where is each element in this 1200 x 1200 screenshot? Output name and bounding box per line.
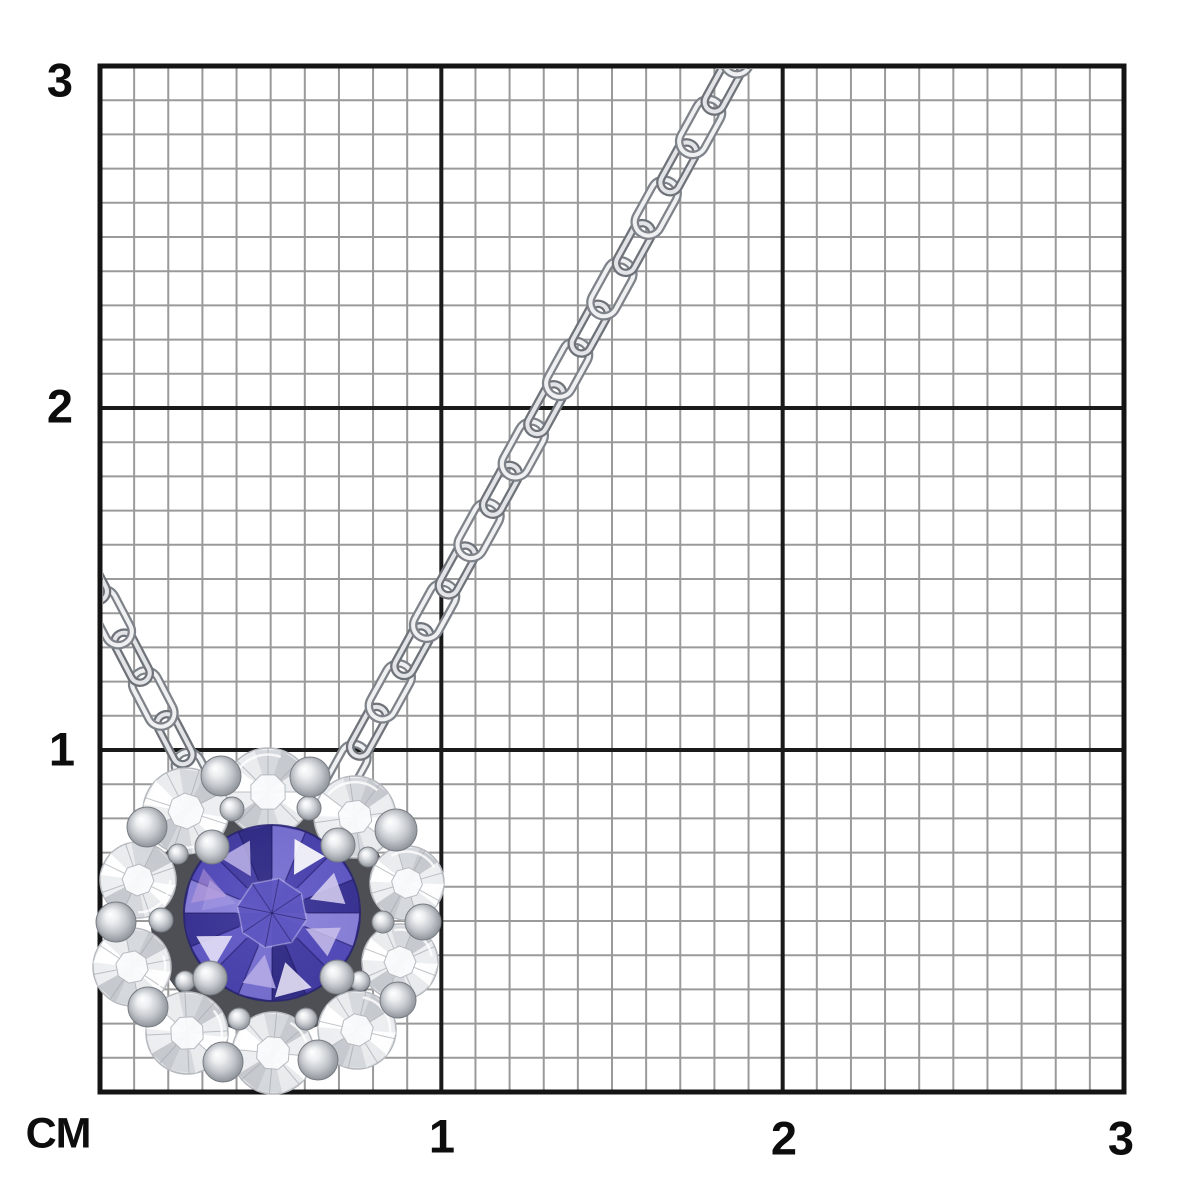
metal-bead [294, 1007, 318, 1031]
metal-bead [200, 755, 242, 797]
metal-bead [296, 795, 322, 821]
metal-bead [227, 1007, 251, 1031]
unit-label-cm: CM [25, 1109, 92, 1158]
halo-diamond [92, 927, 172, 1007]
metal-bead [297, 1039, 339, 1081]
metal-bead [320, 827, 356, 863]
metal-bead [194, 829, 230, 865]
metal-bead [404, 903, 442, 941]
diamond-halo [92, 747, 445, 1095]
metal-bead [379, 981, 417, 1019]
metal-bead [289, 756, 331, 798]
prong-beads [192, 827, 356, 996]
y-axis-label-2: 2 [46, 379, 74, 433]
outer-metal-beads [95, 755, 442, 1083]
y-axis-label-3: 3 [46, 53, 74, 107]
metal-bead [127, 986, 169, 1028]
metal-bead [174, 970, 196, 992]
y-axis-label-1: 1 [48, 722, 76, 776]
metal-bead [202, 1041, 244, 1083]
metal-bead [374, 808, 418, 852]
metal-bead [357, 846, 379, 868]
cm-grid [97, 63, 1127, 1095]
metal-bead [371, 910, 395, 934]
halo-diamond [369, 845, 445, 921]
inner-metal-beads [148, 795, 395, 1031]
metal-bead [95, 901, 137, 943]
metal-bead [219, 796, 245, 822]
metal-bead [126, 806, 168, 848]
x-axis-label-3: 3 [1107, 1111, 1135, 1165]
metal-bead [167, 843, 189, 865]
x-axis-label-1: 1 [428, 1109, 456, 1163]
necklace-chain-right [320, 69, 771, 805]
metal-bead [192, 960, 228, 996]
metal-bead [148, 907, 174, 933]
pendant [92, 747, 445, 1095]
metal-bead [319, 959, 355, 995]
x-axis-label-2: 2 [770, 1111, 798, 1165]
